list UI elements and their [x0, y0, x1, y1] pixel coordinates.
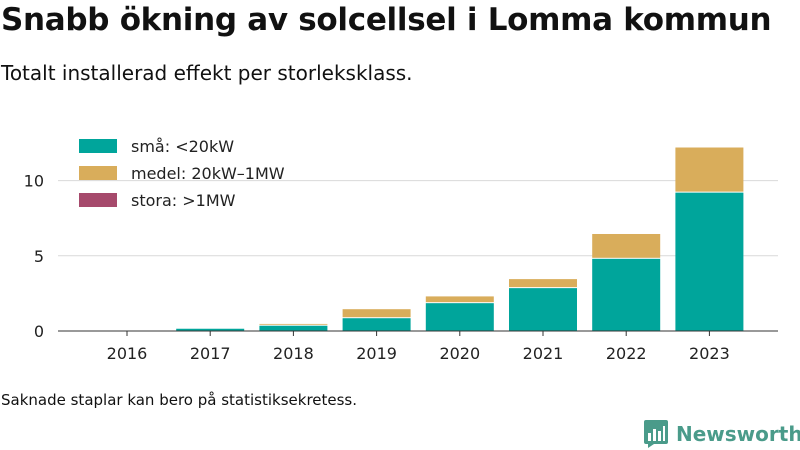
- legend-swatch-1: [79, 139, 117, 153]
- footnote: Saknade staplar kan bero på statistiksek…: [1, 391, 358, 409]
- legend-label-2: medel: 20kW–1MW: [131, 164, 285, 183]
- bar-2020-series-2: [425, 296, 494, 303]
- bar-2019-series-1: [342, 318, 411, 331]
- x-tick-label: 2016: [107, 344, 148, 363]
- x-tick-label: 2019: [356, 344, 397, 363]
- legend-swatch-2: [79, 166, 117, 180]
- brand-logo: Newsworthy: [644, 420, 800, 448]
- legend-label-1: små: <20kW: [131, 137, 234, 156]
- bar-2018-series-1: [259, 325, 328, 331]
- y-tick-label: 0: [34, 322, 44, 341]
- x-tick-label: 2017: [190, 344, 231, 363]
- bar-2021-series-1: [509, 288, 577, 331]
- x-tick-label: 2023: [689, 344, 730, 363]
- bar-2018-series-2: [259, 323, 328, 325]
- chart-title: Snabb ökning av solcellsel i Lomma kommu…: [1, 2, 772, 38]
- x-tick-label: 2022: [606, 344, 647, 363]
- bar-2022-series-1: [592, 258, 661, 331]
- bar-2017-series-1: [176, 328, 245, 331]
- bar-2020-series-1: [425, 303, 494, 331]
- x-tick-label: 2021: [523, 344, 564, 363]
- x-tick-label: 2018: [273, 344, 314, 363]
- legend-label-3: stora: >1MW: [131, 191, 236, 210]
- y-tick-label: 10: [24, 172, 44, 191]
- y-tick-label: 5: [34, 247, 44, 266]
- bar-2022-series-2: [592, 233, 661, 258]
- brand-name: Newsworthy: [676, 422, 800, 446]
- bar-2023-series-2: [675, 147, 744, 192]
- x-tick-label: 2020: [439, 344, 480, 363]
- chart-subtitle: Totalt installerad effekt per storlekskl…: [1, 61, 413, 85]
- bar-2023-series-1: [675, 192, 744, 331]
- bar-2019-series-2: [342, 309, 411, 318]
- legend-swatch-3: [79, 193, 117, 207]
- bar-chart-icon: [644, 420, 668, 448]
- bar-2021-series-2: [509, 279, 577, 288]
